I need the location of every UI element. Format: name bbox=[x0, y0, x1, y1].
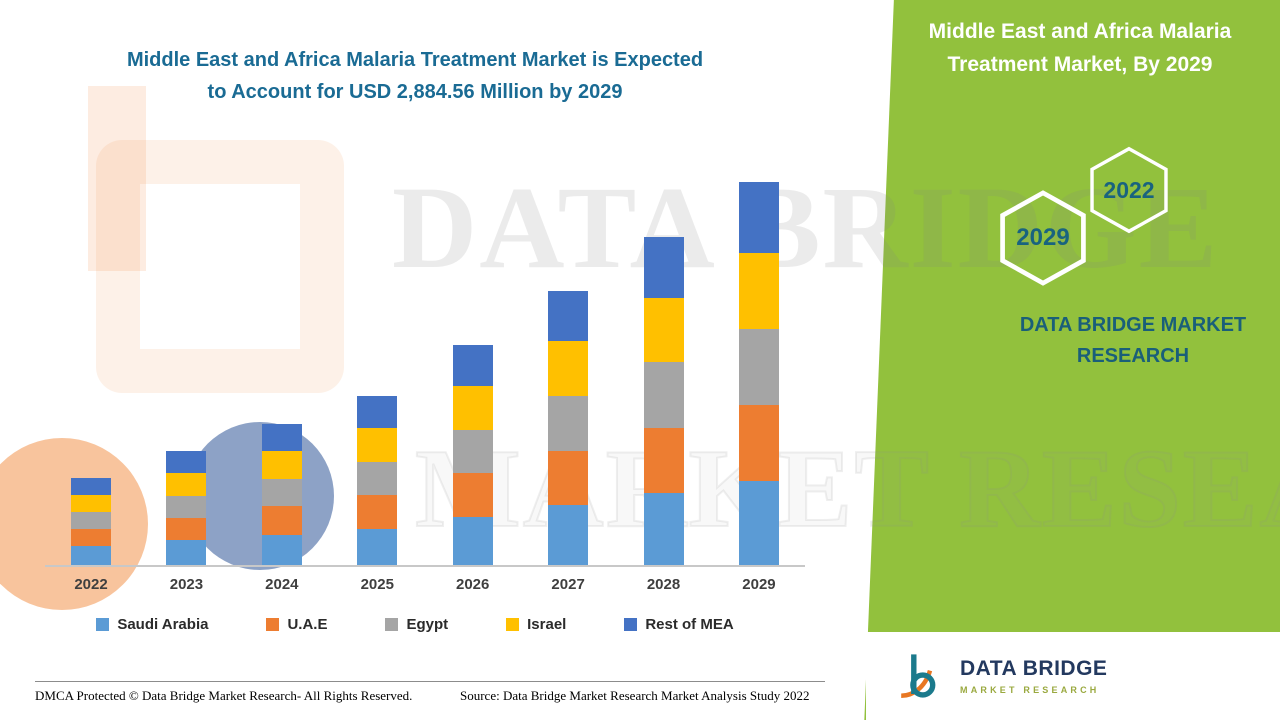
x-axis-labels: 2022 2023 2024 2025 2026 2027 2028 2029 bbox=[45, 576, 805, 593]
bar-segment-saudi-arabia-2027 bbox=[548, 505, 589, 565]
stacked-bar-2027 bbox=[548, 291, 589, 565]
bar-segment-rest-of-mea-2029 bbox=[738, 182, 779, 254]
logo-box: DATA BRIDGE MARKET RESEARCH bbox=[866, 632, 1280, 720]
x-axis-label-2023: 2023 bbox=[169, 576, 204, 593]
logo-subtext: MARKET RESEARCH bbox=[960, 685, 1100, 695]
x-axis-label-2024: 2024 bbox=[265, 576, 299, 593]
legend-label-israel: Israel bbox=[527, 616, 567, 633]
bar-segment-rest-of-mea-2024 bbox=[261, 424, 302, 451]
x-axis-label-2027: 2027 bbox=[551, 576, 585, 593]
bar-segment-rest-of-mea-2028 bbox=[643, 237, 684, 298]
stacked-bar-2028 bbox=[643, 237, 684, 565]
bar-segment-israel-2028 bbox=[643, 297, 684, 363]
bar-segment-u-a-e-2029 bbox=[738, 405, 779, 482]
hexagon-outline-icon bbox=[1000, 190, 1086, 286]
bar-segment-u-a-e-2026 bbox=[452, 473, 493, 518]
bar-segment-rest-of-mea-2025 bbox=[357, 396, 398, 429]
side-panel-background bbox=[864, 0, 1280, 720]
legend: Saudi Arabia U.A.E Egypt Israel Rest of MEA bbox=[0, 616, 830, 633]
bar-segment-u-a-e-2025 bbox=[357, 495, 398, 529]
bar-segment-rest-of-mea-2023 bbox=[166, 451, 207, 473]
stacked-bar-2022 bbox=[71, 478, 111, 565]
stacked-bar-2025 bbox=[357, 396, 398, 565]
side-panel-heading: Middle East and Africa Malaria Treatment… bbox=[928, 20, 1232, 76]
hexagon-2022: 2022 bbox=[1086, 146, 1172, 234]
bar-segment-israel-2026 bbox=[452, 385, 493, 430]
chart-title: Middle East and Africa Malaria Treatment… bbox=[0, 44, 830, 108]
bar-segment-saudi-arabia-2028 bbox=[643, 493, 684, 565]
bar-segment-egypt-2026 bbox=[452, 429, 493, 474]
legend-swatch-u-a-e bbox=[266, 618, 280, 631]
bar-segment-israel-2024 bbox=[261, 450, 302, 479]
legend-label-egypt: Egypt bbox=[406, 616, 449, 633]
bar-segment-u-a-e-2027 bbox=[548, 450, 589, 506]
legend-label-u-a-e: U.A.E bbox=[287, 616, 328, 633]
bar-segment-u-a-e-2028 bbox=[643, 427, 684, 494]
x-axis-label-2029: 2029 bbox=[742, 576, 776, 593]
legend-item-u-a-e: U.A.E bbox=[266, 616, 327, 633]
x-axis-label-2022: 2022 bbox=[74, 576, 108, 593]
stacked-bar-2029 bbox=[738, 182, 779, 565]
bar-segment-saudi-arabia-2026 bbox=[452, 517, 493, 565]
hexagon-2029: 2029 bbox=[996, 190, 1090, 286]
bar-segment-egypt-2024 bbox=[261, 478, 302, 507]
chart-area: 2022 2023 2024 2025 2026 2027 2028 2029 bbox=[45, 182, 805, 593]
bars-area bbox=[45, 182, 805, 567]
legend-item-saudi-arabia: Saudi Arabia bbox=[96, 616, 208, 633]
bar-segment-israel-2023 bbox=[166, 472, 207, 496]
bar-segment-egypt-2028 bbox=[643, 362, 684, 428]
x-axis-label-2026: 2026 bbox=[456, 576, 490, 593]
stacked-bar-2023 bbox=[166, 451, 207, 565]
bar-segment-egypt-2023 bbox=[166, 495, 207, 518]
stacked-bar-2026 bbox=[452, 344, 493, 565]
brand-text: DATA BRIDGE MARKET RESEARCH bbox=[1019, 314, 1247, 367]
bar-segment-egypt-2027 bbox=[548, 396, 589, 451]
bar-segment-israel-2022 bbox=[71, 494, 111, 513]
bar-segment-saudi-arabia-2024 bbox=[261, 534, 302, 565]
legend-swatch-saudi-arabia bbox=[96, 618, 110, 631]
hexagon-2029-label: 2029 bbox=[1016, 224, 1070, 251]
legend-swatch-israel bbox=[506, 618, 520, 631]
bar-segment-u-a-e-2024 bbox=[261, 506, 302, 535]
legend-swatch-rest-of-mea bbox=[624, 618, 638, 631]
dmca-notice: DMCA Protected © Data Bridge Market Rese… bbox=[35, 688, 413, 703]
bar-segment-saudi-arabia-2029 bbox=[738, 481, 779, 565]
bar-segment-israel-2027 bbox=[548, 341, 589, 397]
x-axis-label-2028: 2028 bbox=[646, 576, 681, 593]
bar-segment-israel-2025 bbox=[357, 428, 398, 462]
legend-swatch-egypt bbox=[385, 618, 399, 631]
hexagon-2022-label: 2022 bbox=[1103, 176, 1155, 203]
bar-segment-egypt-2022 bbox=[71, 512, 111, 530]
bar-segment-saudi-arabia-2023 bbox=[166, 540, 207, 565]
legend-label-rest-of-mea: Rest of MEA bbox=[645, 616, 734, 633]
hexagon-outline-icon bbox=[1090, 146, 1168, 234]
legend-item-israel: Israel bbox=[506, 616, 566, 633]
legend-label-saudi-arabia: Saudi Arabia bbox=[117, 616, 209, 633]
legend-item-rest-of-mea: Rest of MEA bbox=[624, 616, 734, 633]
logo-name: DATA BRIDGE bbox=[960, 657, 1108, 680]
bar-segment-rest-of-mea-2026 bbox=[452, 344, 493, 386]
chart-title-line2: to Account for USD 2,884.56 Million by 2… bbox=[207, 81, 623, 103]
stacked-bar-2024 bbox=[261, 424, 302, 565]
bar-segment-israel-2029 bbox=[738, 253, 779, 329]
bar-segment-egypt-2029 bbox=[738, 328, 779, 406]
x-axis-label-2025: 2025 bbox=[360, 576, 394, 593]
bar-segment-saudi-arabia-2025 bbox=[357, 528, 398, 565]
footer-divider bbox=[35, 681, 825, 682]
bar-segment-u-a-e-2023 bbox=[166, 517, 207, 541]
bar-segment-rest-of-mea-2027 bbox=[548, 291, 589, 342]
bar-segment-egypt-2025 bbox=[357, 461, 398, 495]
data-bridge-logo-icon bbox=[901, 654, 936, 699]
logo-text-block: DATA BRIDGE MARKET RESEARCH bbox=[960, 657, 1107, 695]
chart-title-line1: Middle East and Africa Malaria Treatment… bbox=[126, 49, 704, 71]
legend-item-egypt: Egypt bbox=[385, 616, 448, 633]
bar-segment-u-a-e-2022 bbox=[71, 529, 111, 547]
source-note: Source: Data Bridge Market Research Mark… bbox=[460, 688, 810, 703]
bar-segment-saudi-arabia-2022 bbox=[71, 546, 111, 565]
bar-segment-rest-of-mea-2022 bbox=[71, 478, 111, 495]
